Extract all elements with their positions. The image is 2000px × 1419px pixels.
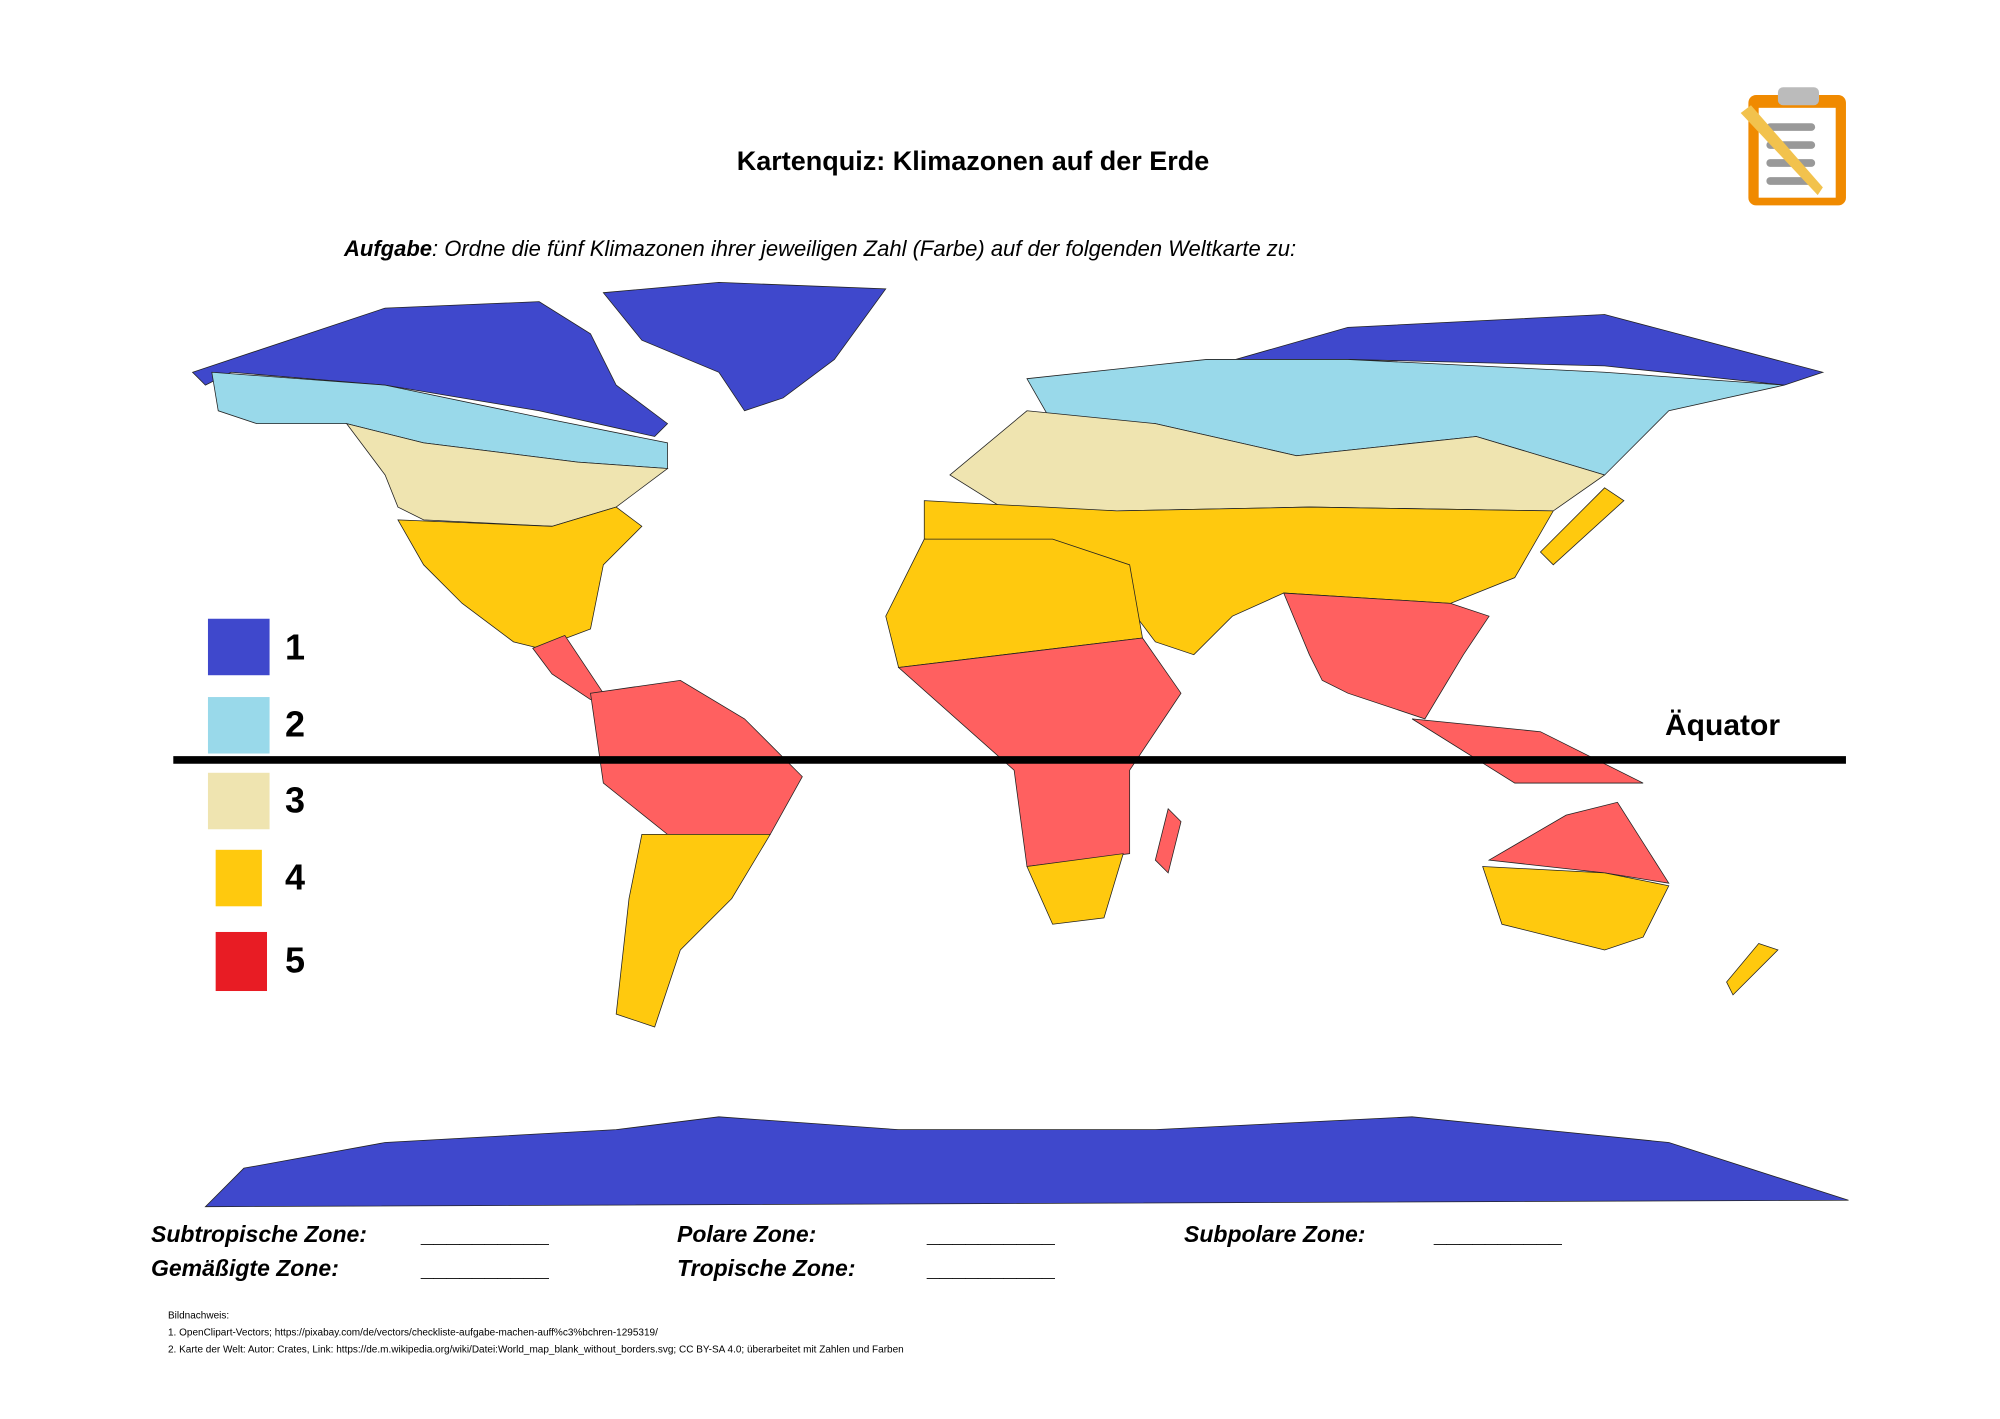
- field-label: Subpolare Zone:: [1184, 1221, 1365, 1247]
- field-label: Tropische Zone:: [677, 1255, 856, 1281]
- field-blank: __________: [420, 1255, 550, 1281]
- title: Kartenquiz: Klimazonen auf der Erde: [737, 146, 1210, 176]
- legend-number: 2: [285, 704, 305, 745]
- credit-line: 1. OpenClipart-Vectors; https://pixabay.…: [168, 1328, 658, 1339]
- field-label: Polare Zone:: [677, 1221, 816, 1247]
- task: Aufgabe: Ordne die fünf Klimazonen ihrer…: [343, 236, 1296, 261]
- equator-label: Äquator: [1665, 709, 1780, 742]
- field-blank: __________: [1433, 1221, 1563, 1247]
- field-blank: __________: [926, 1221, 1056, 1247]
- credit-line: 2. Karte der Welt: Autor: Crates, Link: …: [168, 1345, 904, 1356]
- world-map: [173, 87, 1849, 1208]
- field-blank: __________: [926, 1255, 1056, 1281]
- credit-line: Bildnachweis:: [168, 1311, 229, 1322]
- legend-number: 1: [285, 627, 305, 668]
- legend-swatch: [215, 849, 262, 907]
- legend-number: 5: [285, 940, 305, 981]
- legend-swatch: [215, 931, 268, 992]
- task-text: : Ordne die fünf Klimazonen ihrer jeweil…: [432, 236, 1296, 261]
- legend-swatch: [207, 618, 270, 676]
- legend-swatch: [207, 697, 270, 754]
- task-label: Aufgabe: [343, 236, 432, 261]
- field-blank: __________: [420, 1221, 550, 1247]
- clipboard-icon: [1740, 87, 1846, 206]
- legend-number: 3: [285, 780, 305, 821]
- legend-number: 4: [285, 857, 305, 898]
- legend-swatch: [207, 772, 270, 830]
- field-label: Subtropische Zone:: [151, 1221, 367, 1247]
- field-label: Gemäßigte Zone:: [151, 1255, 339, 1281]
